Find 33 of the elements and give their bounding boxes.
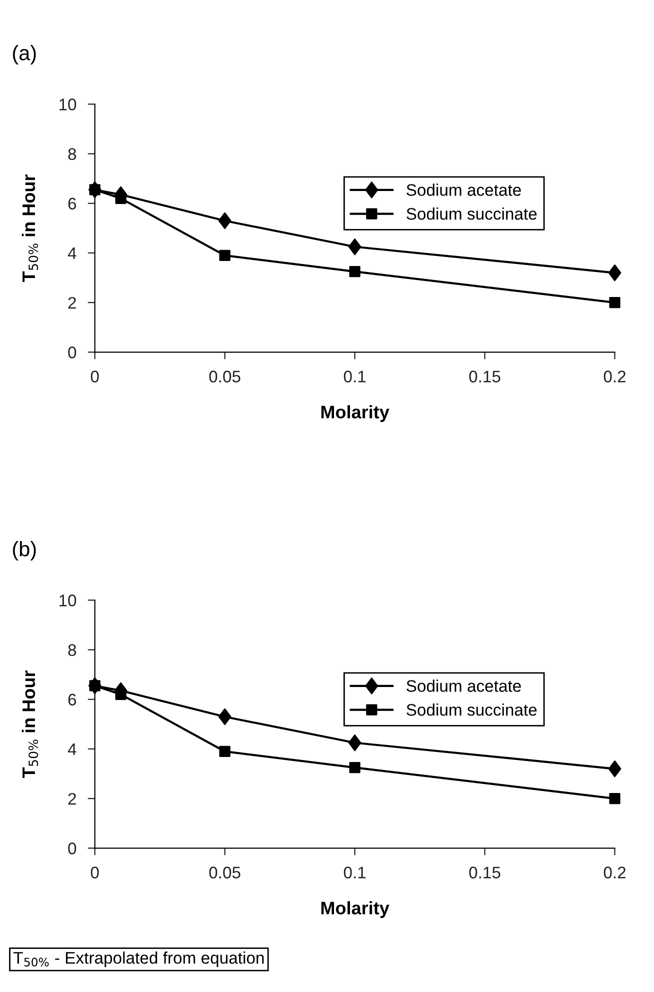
y-tick-label: 4 bbox=[68, 744, 76, 755]
x-tick-label: 0 bbox=[90, 370, 99, 382]
legend-label: Sodium acetate bbox=[406, 184, 521, 196]
y-tick-label: 0 bbox=[68, 346, 76, 358]
x-axis-title: Molarity bbox=[321, 405, 390, 422]
x-axis-title: Molarity bbox=[321, 901, 390, 918]
y-tick-label: 8 bbox=[68, 148, 76, 160]
x-tick-label: 0 bbox=[90, 866, 99, 878]
x-tick-label: 0.2 bbox=[604, 866, 626, 878]
x-tick-label: 0.1 bbox=[344, 866, 366, 878]
legend-label: Sodium acetate bbox=[406, 680, 521, 692]
y-tick-label: 8 bbox=[68, 644, 76, 656]
x-tick-label: 0.15 bbox=[469, 370, 500, 382]
y-tick-label: 10 bbox=[60, 98, 76, 110]
chart-title: (a) bbox=[12, 45, 36, 64]
y-axis-title: T$_{50%}$ in Hour bbox=[22, 174, 38, 282]
y-tick-label: 6 bbox=[68, 198, 76, 210]
x-tick-label: 0.05 bbox=[209, 866, 240, 878]
y-tick-label: 0 bbox=[68, 842, 76, 854]
legend-label: Sodium succinate bbox=[406, 704, 537, 716]
x-tick-label: 0.2 bbox=[604, 370, 626, 382]
legend-label: Sodium succinate bbox=[406, 208, 537, 220]
y-tick-label: 2 bbox=[68, 792, 76, 805]
x-tick-label: 0.05 bbox=[209, 370, 240, 382]
text: T$_{50%}$ - Extrapolated from equation bbox=[13, 952, 264, 968]
y-tick-label: 10 bbox=[60, 594, 76, 606]
y-tick-label: 2 bbox=[68, 296, 76, 309]
y-axis-title: T$_{50%}$ in Hour bbox=[22, 670, 38, 778]
chart-title: (b) bbox=[12, 541, 36, 560]
y-tick-label: 6 bbox=[68, 694, 76, 706]
x-tick-label: 0.15 bbox=[469, 866, 500, 878]
x-tick-label: 0.1 bbox=[344, 370, 366, 382]
y-tick-label: 4 bbox=[68, 248, 76, 259]
